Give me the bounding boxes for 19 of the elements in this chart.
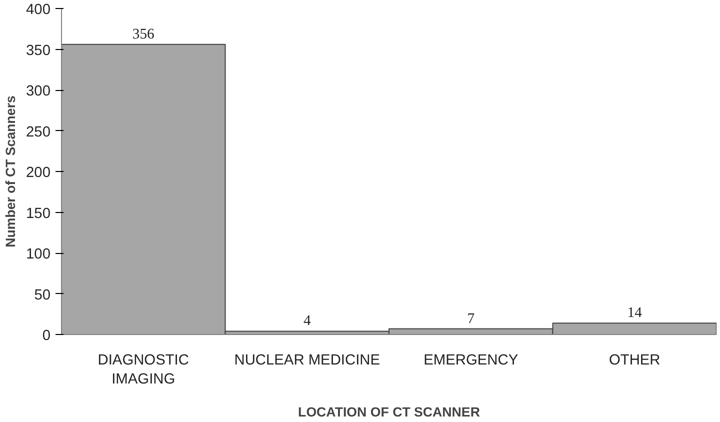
data-label: 356 — [132, 26, 154, 42]
y-tick-label: 50 — [34, 287, 51, 304]
x-axis-title: LOCATION OF CT SCANNER — [298, 404, 480, 420]
y-tick-label: 200 — [26, 165, 51, 181]
y-tick-label: 300 — [26, 84, 51, 100]
x-tick-label: NUCLEAR MEDICINE — [234, 352, 380, 368]
y-tick-label: 0 — [42, 328, 51, 344]
y-tick-label: 350 — [26, 42, 51, 59]
data-label: 14 — [627, 305, 643, 322]
x-tick-label: DIAGNOSTIC IMAGING — [98, 352, 190, 388]
x-tick-label: EMERGENCY — [424, 352, 518, 368]
y-tick-label: 150 — [26, 206, 51, 222]
y-tick-label: 100 — [26, 246, 51, 262]
y-axis-title: Number of CT Scanners — [3, 96, 18, 248]
y-tick-label: 250 — [26, 124, 51, 140]
x-tick-label: OTHER — [608, 352, 660, 368]
data-label: 4 — [303, 313, 312, 330]
data-label: 7 — [467, 310, 475, 327]
y-tick-label: 400 — [26, 2, 51, 18]
